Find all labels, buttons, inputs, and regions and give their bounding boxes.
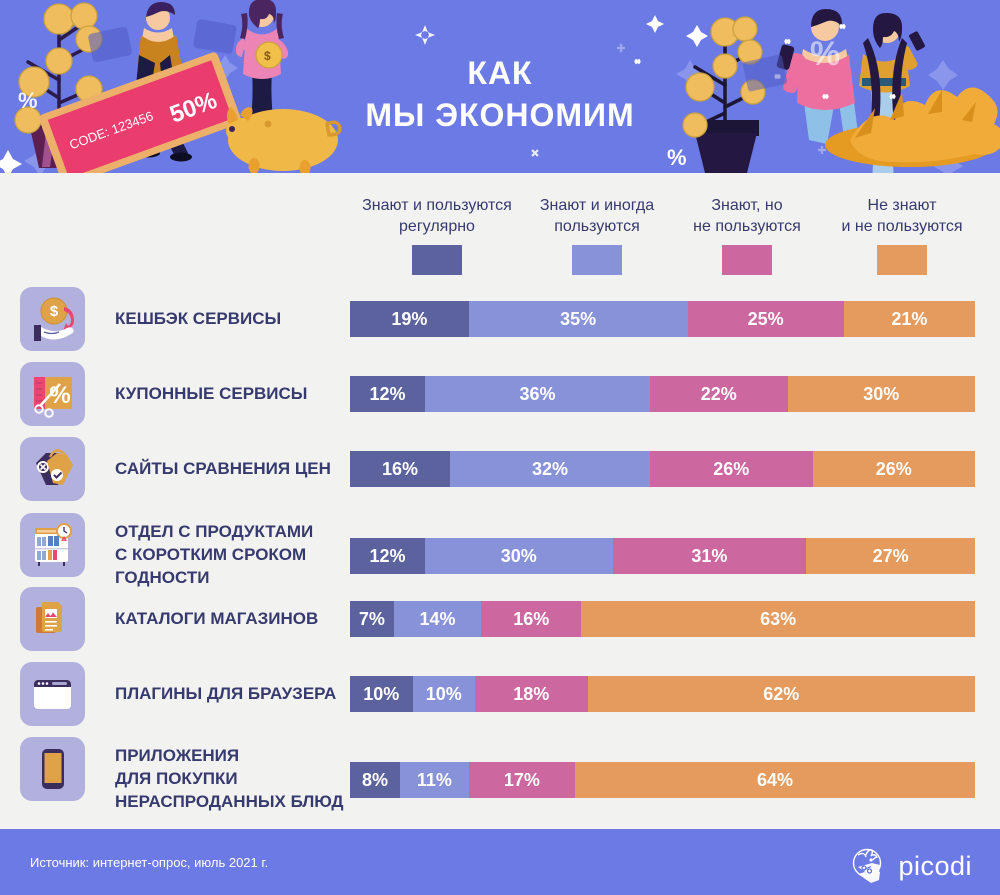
- svg-text:$: $: [50, 303, 59, 320]
- svg-text:$: $: [264, 49, 271, 63]
- svg-text:!: !: [63, 539, 64, 545]
- svg-text:%: %: [667, 145, 687, 170]
- svg-text:%: %: [810, 35, 840, 73]
- svg-text:%: %: [18, 88, 38, 113]
- svg-text:%: %: [49, 382, 70, 409]
